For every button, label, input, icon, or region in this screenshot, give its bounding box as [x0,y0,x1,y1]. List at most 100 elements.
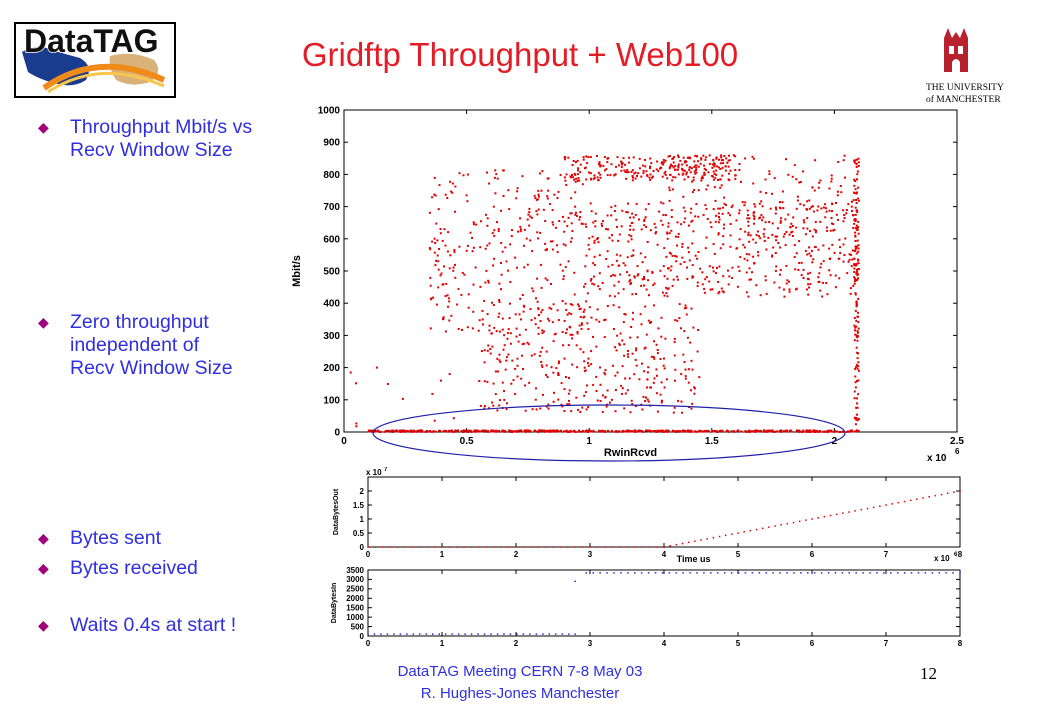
data-point [509,342,512,345]
data-point [643,220,646,222]
data-point [677,166,680,169]
data-point [713,252,716,255]
data-point [827,429,829,432]
data-point [393,633,395,635]
data-point [798,520,801,523]
data-point [825,282,828,285]
data-point [806,200,809,203]
data-point [668,251,671,254]
data-point [598,430,601,433]
data-point [677,163,680,166]
data-point [556,309,559,312]
data-point [753,215,756,218]
data-point [854,249,857,252]
data-point [577,177,580,180]
data-point [698,376,701,379]
data-point [463,546,465,548]
data-point [483,349,486,352]
data-point [809,255,812,257]
data-point [696,257,699,260]
data-point [590,278,593,280]
data-point [802,277,805,279]
data-point [762,232,765,235]
data-point [685,306,688,309]
data-point [779,269,782,271]
data-point [738,238,741,241]
data-point [454,210,456,213]
data-point [630,326,633,328]
data-point [857,393,860,396]
data-point [568,399,570,402]
x-tick-label: 2 [514,550,519,559]
data-point [656,243,659,246]
data-point [855,199,858,201]
data-point [711,166,714,169]
data-point [626,353,629,356]
data-point [498,330,501,333]
data-point [620,225,623,228]
data-point [854,234,857,237]
data-point [726,161,729,164]
data-point [458,172,461,175]
data-point [857,297,860,300]
data-point [448,267,451,270]
data-point [563,357,566,360]
data-point [545,430,548,433]
data-point [491,301,493,304]
data-point [540,286,543,289]
data-point [684,210,687,213]
data-point [607,228,609,231]
data-point [596,154,598,157]
data-point [643,276,645,278]
data-point [672,176,675,179]
data-point [556,430,559,433]
data-point [668,189,671,192]
data-point [502,169,505,172]
data-point [768,526,770,528]
data-point [719,162,722,165]
data-point [668,186,671,189]
data-point [514,256,517,259]
bullet-line: Recv Window Size [70,357,233,379]
data-point [656,374,658,377]
data-point [450,430,453,433]
data-point [480,350,483,352]
data-point [744,157,747,160]
data-point [643,218,646,221]
data-point [856,330,859,333]
data-point [571,337,574,340]
data-point [490,633,492,635]
data-point [500,209,502,212]
data-point [854,292,857,295]
data-point [854,333,857,336]
data-point [564,266,567,269]
data-point [580,430,583,433]
data-point [852,199,855,202]
data-point [693,189,696,191]
data-point [665,429,668,432]
x-tick-label: 0 [341,436,347,447]
data-point [776,235,779,238]
data-point [690,167,693,170]
data-point [891,503,893,505]
data-point [585,300,588,303]
data-point [799,181,802,183]
data-point [576,331,579,333]
data-point [720,184,723,187]
data-point [805,429,808,432]
data-point [855,366,858,368]
data-point [703,173,706,176]
data-point [453,249,456,251]
data-point [565,429,568,432]
data-point [840,191,843,194]
data-point [488,324,491,327]
data-point [375,430,378,433]
data-point [584,265,587,268]
data-point [802,170,805,173]
data-point [441,546,443,548]
data-point [608,401,611,404]
data-point [444,330,447,333]
data-point [630,170,633,173]
data-point [615,253,618,256]
data-point [805,519,807,521]
